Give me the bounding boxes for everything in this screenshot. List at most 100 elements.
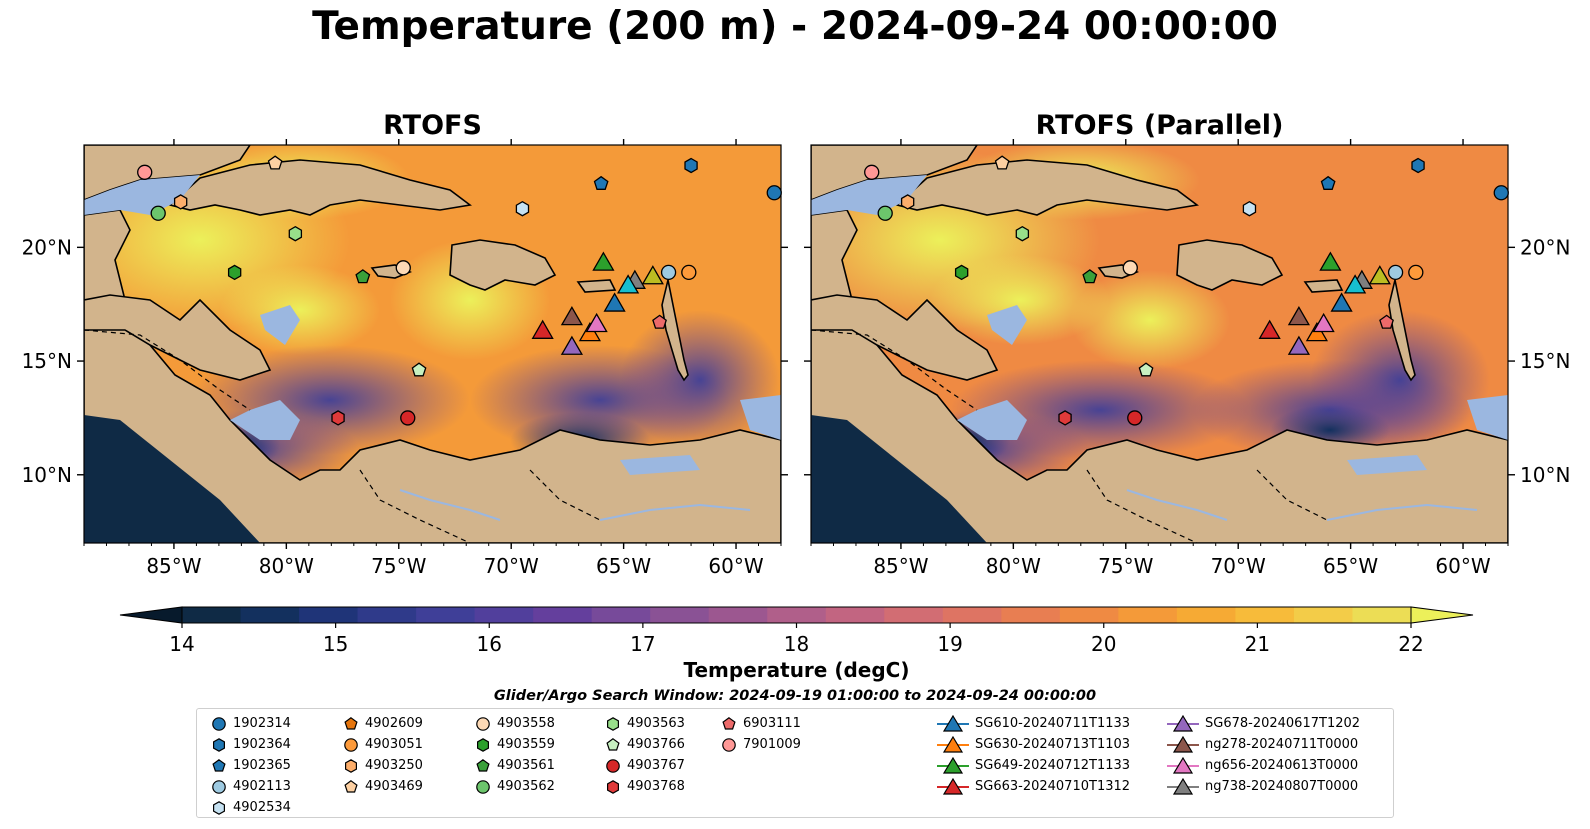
legend-marker-icon [606,716,619,731]
legend-label: 4903559 [497,737,555,752]
platform-marker-7901009 [864,164,880,180]
x-tick-label: 60°W [708,554,763,578]
legend-label: 4903469 [365,779,423,794]
platform-marker-4902113 [1387,264,1404,281]
map-panel-rtofs [83,144,782,544]
colorbar-bin [1235,607,1295,623]
legend-column: SG678-20240617T1202 ng278-20240711T0000 ng… [1167,713,1360,797]
y-tick-label: 10°N [1520,463,1570,487]
colorbar-bin [825,607,885,623]
x-tick-label: 75°W [371,554,426,578]
platform-marker-4903469 [267,155,283,170]
colorbar-bin [1118,607,1178,623]
x-tick-label: 65°W [1323,554,1378,578]
legend-marker-icon [937,714,969,732]
legend-item: 4903562 [475,776,555,797]
legend-item: ng278-20240711T0000 [1167,734,1360,755]
legend-marker-icon [1167,777,1199,795]
legend-label: 4903767 [627,758,685,773]
platform-marker-4903767 [1127,410,1143,426]
platform-marker-ng783-20240807T0000 [641,265,664,285]
figure-title: Temperature (200 m) - 2024-09-24 00:00:0… [312,4,1278,49]
colorbar-tick-label: 18 [784,632,809,656]
colorbar-tick-label: 15 [323,632,348,656]
colorbar-bin [1293,607,1354,623]
legend-column: 6903111 7901009 [721,713,801,755]
platform-marker-7901009 [137,164,153,180]
platform-marker-SG649-20240712T1133 [1319,251,1342,271]
borders [84,329,601,543]
legend-item: SG610-20240711T1133 [937,713,1130,734]
legend-marker-icon [212,800,225,815]
legend-item: 1902365 [211,755,291,776]
legend-marker-icon [937,735,969,753]
legend-label: SG678-20240617T1202 [1205,716,1361,731]
colorbar-bin [1059,607,1119,623]
colorbar-bin [357,607,417,623]
axes-layer: RTOFS 85°W 80°W 75°W 70°W 65°W 60°W 10°N 15°N 20°… [22,110,1571,578]
colorbar-bin [240,607,300,623]
platform-marker-4903768 [331,410,345,426]
legend-item: 1902314 [211,713,291,734]
colorbar-tick-label: 20 [1091,632,1116,656]
y-tick-label: 15°N [1520,349,1570,373]
platform-marker-1902314 [766,185,782,201]
platform-marker-4903563 [288,225,303,242]
colorbar-bin [708,607,768,623]
land-layer [811,145,1508,543]
platform-marker-4903051 [681,264,697,281]
legend-label: ng656-20240613T0000 [1205,758,1359,773]
colorbar-bin [299,607,359,623]
colorbar-extend-max [1410,606,1474,624]
colorbar: 14 15 16 17 18 19 20 21 22 Temperature (degC) [119,606,1474,682]
legend-item: ng738-20240807T0000 [1167,776,1360,797]
legend-label: 4903768 [627,779,685,794]
platform-marker-uvi_01-20240828T1337 [617,274,640,294]
platform-marker-4903563 [1015,225,1030,242]
colorbar-bin [591,607,651,623]
colorbar-label: Temperature (degC) [684,658,910,682]
legend-marker-icon [1167,756,1199,774]
legend-label: 4903051 [365,737,423,752]
platform-marker-1902365 [593,175,609,190]
legend-item: 4902113 [211,776,291,797]
legend-label: SG610-20240711T1133 [975,716,1131,731]
colorbar-bin [474,607,534,623]
x-tick-label: 80°W [986,554,1041,578]
platform-marker-SG663-20240710T1312 [1258,319,1281,339]
platform-marker-4902113 [660,264,677,281]
legend-label: 7901009 [743,737,801,752]
colorbar-tick-label: 17 [630,632,655,656]
rivers [399,489,751,521]
platform-marker-4903558 [1122,260,1138,276]
y-tick-label: 20°N [1520,235,1570,259]
legend-item: SG678-20240617T1202 [1167,713,1360,734]
platform-marker-4903562 [150,205,166,221]
platform-marker-4903559 [227,264,242,281]
legend-column: 4902609 4903051 4903250 4903469 [343,713,423,797]
legend-label: 4902113 [233,779,291,794]
legend-marker-icon [344,737,358,752]
legend-item: 1902364 [211,734,291,755]
legend-label: SG663-20240710T1312 [975,779,1131,794]
x-tick-label: 85°W [146,554,201,578]
legend-label: 1902364 [233,737,291,752]
platform-marker-SG663-20240710T1312 [531,319,554,339]
colorbar-bin [533,607,593,623]
colorbar-bin [884,607,944,623]
legend-item: 4903768 [605,776,685,797]
colorbar-extend-min [119,606,183,624]
legend-marker-icon [606,758,620,773]
platform-marker-4903767 [400,410,416,426]
legend-label: 4903558 [497,716,555,731]
legend-item: 4903559 [475,734,555,755]
legend-marker-icon [476,737,489,752]
shelf-layer [811,175,1508,475]
legend-label: 4903563 [627,716,685,731]
land-layer [84,145,781,543]
x-tick-label: 85°W [873,554,928,578]
legend-column: 1902314 1902364 1902365 4902113 4902534 [211,713,291,818]
legend-marker-icon [476,716,490,731]
legend-label: 4903250 [365,758,423,773]
